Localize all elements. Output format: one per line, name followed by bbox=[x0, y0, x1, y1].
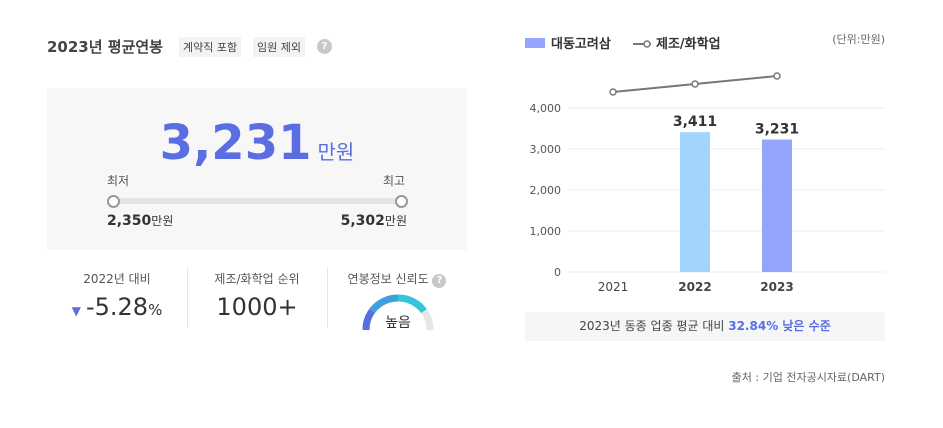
gauge bbox=[362, 294, 434, 331]
line-point bbox=[609, 88, 617, 96]
salary-main: 3,231 만원 bbox=[47, 115, 467, 171]
range-handle bbox=[107, 195, 120, 208]
stat-value: 1000+ bbox=[216, 293, 298, 321]
max-unit: 만원 bbox=[384, 214, 407, 228]
reliability: 높음 bbox=[385, 315, 411, 331]
range-handle bbox=[395, 195, 408, 208]
bar bbox=[762, 139, 792, 272]
value-label: 3,231 bbox=[755, 122, 799, 138]
stat-label: 연봉정보 신뢰도 ? bbox=[327, 270, 467, 288]
change-unit: % bbox=[148, 301, 163, 319]
y-tick-label: 1,000 bbox=[530, 225, 562, 238]
max-label: 최고 bbox=[383, 174, 406, 188]
change-value: -5.28 bbox=[85, 293, 149, 321]
x-tick-label: 2022 bbox=[678, 280, 711, 294]
unit-label: (단위:만원) bbox=[832, 33, 885, 46]
salary-unit: 만원 bbox=[317, 140, 355, 164]
salary-card bbox=[47, 88, 467, 250]
min-value: 2,350 bbox=[107, 213, 152, 229]
stat-label: 2022년 대비 bbox=[83, 272, 151, 286]
x-tick-label: 2023 bbox=[760, 280, 793, 294]
divider bbox=[327, 268, 328, 328]
y-tick-label: 2,000 bbox=[530, 184, 562, 197]
note-text: 2023년 동종 업종 평균 대비 bbox=[579, 319, 729, 333]
legend-marker bbox=[643, 40, 651, 48]
bar bbox=[680, 132, 710, 272]
tag: 임원 제외 bbox=[253, 37, 305, 57]
stat-label-text: 연봉정보 신뢰도 bbox=[347, 272, 429, 286]
source: 출처 : 기업 전자공시자료(DART) bbox=[731, 371, 885, 384]
value-label: 3,411 bbox=[673, 114, 717, 130]
max-value: 5,302 bbox=[340, 213, 385, 229]
min: 2,350만원 bbox=[107, 212, 173, 229]
help-icon[interactable]: ? bbox=[432, 274, 447, 288]
salary-value: 3,231 bbox=[159, 115, 312, 171]
max: 5,302만원 bbox=[341, 212, 407, 229]
line-point bbox=[691, 80, 699, 88]
note-highlight: 32.84% 낮은 수준 bbox=[728, 319, 831, 333]
y-tick-label: 0 bbox=[554, 266, 561, 279]
tag: 계약직 포함 bbox=[179, 37, 242, 57]
y-tick-label: 3,000 bbox=[530, 143, 562, 156]
help-icon[interactable]: ? bbox=[317, 39, 332, 54]
y-tick-label: 4,000 bbox=[530, 102, 562, 115]
legend-swatch bbox=[525, 38, 545, 48]
stat-label: 제조/화학업 순위 bbox=[214, 272, 300, 286]
legend-label: 대동고려삼 bbox=[551, 36, 611, 52]
range-track bbox=[113, 198, 401, 204]
stat-value: ▼ -5.28% bbox=[71, 293, 163, 321]
min-unit: 만원 bbox=[151, 214, 174, 228]
title: 2023년 평균연봉 bbox=[47, 38, 163, 56]
legend-label: 제조/화학업 bbox=[656, 36, 721, 52]
x-tick-label: 2021 bbox=[598, 280, 629, 294]
line-point bbox=[773, 72, 781, 80]
min-label: 최저 bbox=[107, 174, 130, 188]
divider bbox=[187, 268, 188, 328]
note: 2023년 동종 업종 평균 대비 32.84% 낮은 수준 bbox=[525, 312, 885, 341]
